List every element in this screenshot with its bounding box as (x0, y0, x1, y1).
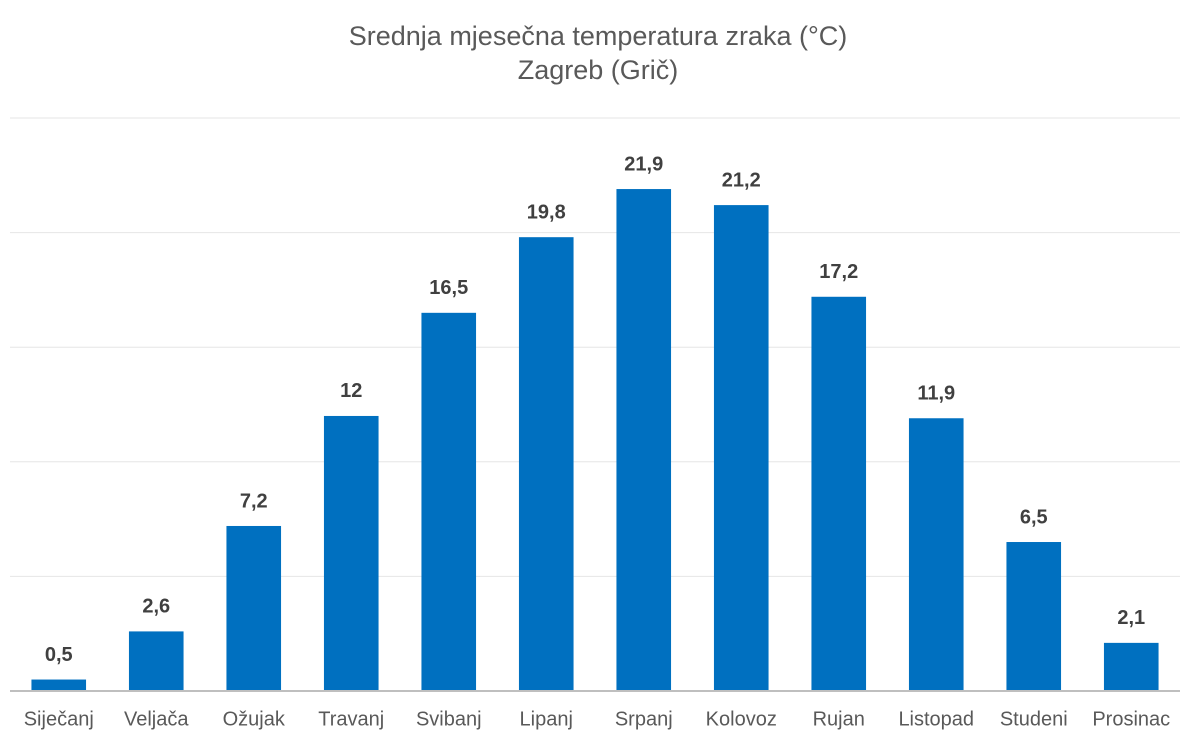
x-tick-label: Travanj (318, 708, 384, 730)
bar (518, 237, 574, 691)
x-tick-label: Studeni (1000, 708, 1068, 730)
bar (616, 189, 672, 691)
x-tick-label: Svibanj (416, 708, 482, 730)
value-label: 12 (340, 380, 362, 402)
bar (226, 525, 282, 691)
value-label: 0,5 (45, 644, 73, 666)
bar (31, 679, 87, 691)
value-label: 2,1 (1117, 607, 1145, 629)
value-label: 21,9 (624, 153, 663, 175)
x-tick-label: Listopad (898, 708, 974, 730)
value-label: 16,5 (429, 277, 468, 299)
bar (811, 296, 867, 691)
value-label: 21,2 (722, 169, 761, 191)
bar (128, 631, 184, 691)
x-tick-label: Srpanj (615, 708, 673, 730)
value-label: 2,6 (142, 596, 170, 618)
bar (713, 205, 769, 691)
value-label: 17,2 (819, 261, 858, 283)
bar (1006, 542, 1062, 691)
bar (908, 418, 964, 691)
x-tick-label: Kolovoz (706, 708, 777, 730)
x-tick-label: Rujan (813, 708, 865, 730)
bar (421, 312, 477, 691)
value-label: 6,5 (1020, 506, 1048, 528)
x-tick-label: Veljača (124, 708, 189, 730)
x-tick-label: Ožujak (223, 708, 286, 730)
bar (1103, 642, 1159, 691)
chart-title: Srednja mjesečna temperatura zraka (°C) (349, 21, 848, 51)
x-tick-label: Prosinac (1092, 708, 1170, 730)
value-label: 7,2 (240, 490, 268, 512)
value-label: 11,9 (917, 383, 955, 405)
chart-subtitle: Zagreb (Grič) (518, 55, 679, 85)
bar (323, 415, 379, 691)
x-tick-label: Siječanj (24, 708, 94, 730)
x-tick-label: Lipanj (520, 708, 573, 730)
value-label: 19,8 (527, 201, 566, 223)
